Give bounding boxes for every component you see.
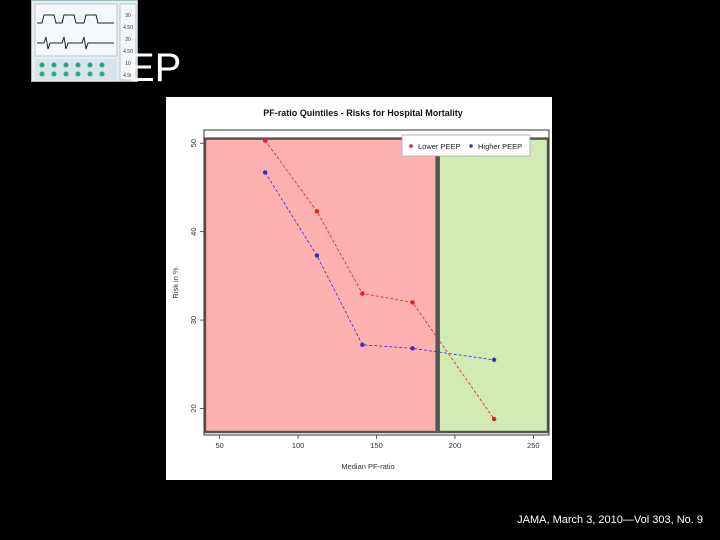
data-point bbox=[360, 342, 365, 348]
legend-marker-lower-peep bbox=[409, 144, 413, 148]
legend-marker-higher-peep bbox=[469, 144, 473, 148]
region-0 bbox=[203, 137, 438, 434]
data-point bbox=[262, 170, 268, 175]
x-tick-label: 250 bbox=[527, 441, 540, 450]
series-layer bbox=[262, 138, 497, 422]
legend-box bbox=[401, 134, 531, 157]
x-tick-label: 200 bbox=[449, 441, 462, 450]
chart-panel: PF-ratio Quintiles - Risks for Hospital … bbox=[166, 97, 552, 480]
data-point bbox=[314, 253, 320, 258]
x-tick-label: 50 bbox=[216, 441, 224, 450]
data-point bbox=[262, 138, 268, 143]
chart-svg: PF-ratio Quintiles - Risks for Hospital … bbox=[171, 108, 550, 471]
chart-title: PF-ratio Quintiles - Risks for Hospital … bbox=[263, 108, 463, 118]
legend-label-lower-peep: Lower PEEP bbox=[418, 142, 461, 151]
x-axis-label: Median PF-ratio bbox=[341, 462, 394, 471]
citation: JAMA, March 3, 2010—Vol 303, No. 9 bbox=[517, 514, 703, 526]
chart-regions bbox=[203, 137, 550, 434]
axes: 50 100 150 200 250 20 30 40 50 bbox=[189, 139, 540, 450]
thumb-readout: 10 bbox=[125, 61, 131, 67]
thumb-readout: 4.50 bbox=[123, 49, 133, 55]
y-tick-label: 30 bbox=[189, 316, 198, 324]
x-tick-label: 150 bbox=[370, 441, 383, 450]
thumb-readout: 4.50 bbox=[123, 25, 133, 31]
thumb-readout: 30 bbox=[125, 13, 131, 19]
y-tick-label: 40 bbox=[189, 227, 198, 235]
data-point bbox=[491, 357, 497, 363]
data-point bbox=[410, 300, 415, 305]
ventilator-thumbnail: 30 4.50 20 4.50 10 4.50 bbox=[31, 0, 138, 82]
data-point bbox=[314, 209, 320, 214]
series-line-1 bbox=[264, 172, 495, 361]
legend: Lower PEEP Higher PEEP bbox=[401, 134, 531, 157]
data-point bbox=[360, 291, 365, 296]
region-1 bbox=[437, 137, 550, 434]
ventilator-screen-icon: 30 4.50 20 4.50 10 4.50 bbox=[32, 1, 137, 81]
data-point bbox=[491, 416, 497, 422]
x-tick-label: 100 bbox=[292, 441, 305, 450]
thumb-readout: 20 bbox=[125, 37, 131, 43]
slide-title: EP bbox=[128, 46, 182, 90]
y-axis-label: Risk in % bbox=[171, 267, 180, 299]
thumb-readout: 4.50 bbox=[123, 73, 133, 79]
y-tick-label: 20 bbox=[189, 404, 198, 412]
legend-label-higher-peep: Higher PEEP bbox=[478, 142, 522, 151]
data-point bbox=[410, 346, 415, 351]
y-tick-label: 50 bbox=[189, 139, 198, 147]
